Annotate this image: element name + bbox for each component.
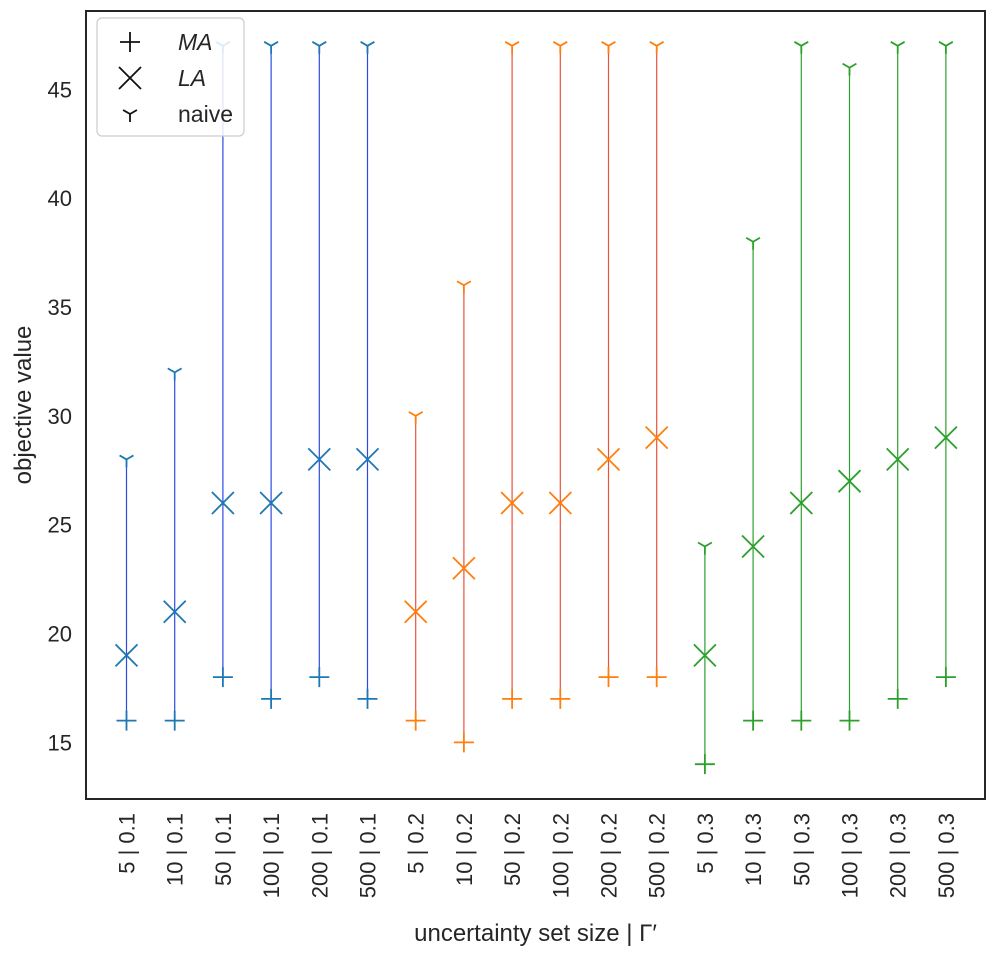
la-point-4: [259, 491, 283, 515]
naive-point-2: [167, 367, 183, 381]
naive-point-8: [456, 280, 472, 294]
naive-point-9: [504, 41, 520, 54]
plot-frame: [85, 10, 986, 800]
ma-point-13: [694, 754, 715, 775]
ma-point-4: [261, 688, 282, 709]
naive-point-17: [890, 41, 906, 54]
ma-point-15: [791, 710, 812, 731]
naive-point-18: [938, 41, 954, 54]
ma-point-8: [453, 732, 474, 753]
ma-point-9: [502, 688, 523, 709]
naive-point-1: [119, 454, 134, 468]
plot-area: [114, 41, 958, 775]
naive-point-4: [263, 41, 279, 54]
la-point-13: [693, 643, 717, 667]
naive-point-6: [360, 41, 375, 54]
la-point-12: [645, 426, 669, 450]
y-tick-label-30: 30: [48, 404, 72, 429]
la-point-8: [452, 556, 476, 580]
la-point-17: [886, 447, 910, 472]
ma-point-6: [357, 688, 378, 709]
ma-point-18: [935, 667, 956, 688]
ma-point-11: [598, 667, 619, 688]
naive-point-15: [793, 41, 809, 54]
naive-point-13: [697, 541, 713, 555]
x-tick-label-12: 500 | 0.2: [645, 813, 670, 898]
la-point-18: [934, 426, 958, 450]
la-point-10: [548, 491, 572, 515]
x-tick-label-2: 10 | 0.1: [163, 813, 188, 886]
x-tick-label-1: 5 | 0.1: [115, 813, 140, 874]
legend: MA LA naive: [96, 17, 245, 137]
y-tick-label-20: 20: [48, 622, 72, 647]
naive-point-7: [408, 411, 424, 424]
la-point-7: [404, 600, 428, 624]
x-tick-label-7: 5 | 0.2: [404, 813, 429, 874]
la-point-15: [789, 491, 813, 515]
naive-point-10: [552, 41, 568, 54]
ma-point-1: [116, 710, 137, 731]
legend-marker-naive: [122, 109, 138, 122]
legend-marker-la: [118, 66, 142, 90]
x-tick-label-4: 100 | 0.1: [259, 813, 284, 898]
ma-point-14: [743, 710, 764, 731]
x-tick-label-9: 50 | 0.2: [500, 813, 525, 886]
y-axis-label: objective value: [10, 326, 37, 485]
ma-point-16: [839, 710, 860, 731]
ma-point-17: [887, 688, 908, 709]
x-tick-label-3: 50 | 0.1: [211, 813, 236, 886]
x-tick-label-18: 500 | 0.3: [934, 813, 959, 898]
x-tick-label-16: 100 | 0.3: [838, 813, 863, 898]
x-tick-label-5: 200 | 0.1: [307, 813, 332, 898]
x-tick-label-14: 10 | 0.3: [741, 813, 766, 886]
x-tick-label-11: 200 | 0.2: [597, 813, 622, 898]
ma-point-2: [164, 710, 185, 731]
x-tick-label-8: 10 | 0.2: [452, 813, 477, 886]
ma-point-7: [405, 710, 426, 731]
legend-box: [96, 17, 245, 137]
y-tick-label-35: 35: [48, 295, 72, 320]
ma-point-5: [309, 667, 330, 688]
legend-label-naive: naive: [178, 101, 233, 127]
la-point-2: [163, 600, 187, 624]
naive-point-14: [745, 236, 761, 250]
axes: 15 20 25 30 35 40 45 5 | 0.1 10 | 0.1 50 | 0.1 100…: [10, 10, 986, 947]
y-tick-label-15: 15: [48, 730, 72, 755]
x-tick-label-13: 5 | 0.3: [693, 813, 718, 874]
la-point-6: [355, 447, 380, 472]
naive-point-11: [601, 41, 616, 54]
la-point-5: [307, 447, 331, 472]
ma-point-12: [646, 667, 667, 688]
naive-point-5: [311, 41, 327, 54]
la-point-16: [837, 469, 862, 493]
naive-point-16: [842, 62, 857, 76]
la-point-3: [211, 491, 235, 515]
y-tick-label-25: 25: [48, 513, 72, 538]
legend-marker-ma: [120, 32, 140, 52]
x-tick-label-10: 100 | 0.2: [548, 813, 573, 898]
x-tick-label-17: 200 | 0.3: [886, 813, 911, 898]
la-point-9: [500, 491, 524, 515]
naive-point-12: [649, 41, 665, 54]
legend-label-ma: MA: [178, 29, 213, 55]
y-tick-label-40: 40: [48, 186, 72, 211]
y-tick-label-45: 45: [48, 77, 72, 102]
la-point-11: [596, 447, 621, 472]
legend-label-la: LA: [178, 65, 206, 91]
x-axis-label: uncertainty set size | Γ′: [414, 920, 657, 947]
ma-point-10: [550, 688, 571, 709]
x-tick-label-15: 50 | 0.3: [789, 813, 814, 886]
la-point-14: [741, 534, 765, 559]
la-point-1: [114, 643, 139, 667]
x-tick-label-6: 500 | 0.1: [356, 813, 381, 898]
ma-point-3: [212, 667, 233, 688]
